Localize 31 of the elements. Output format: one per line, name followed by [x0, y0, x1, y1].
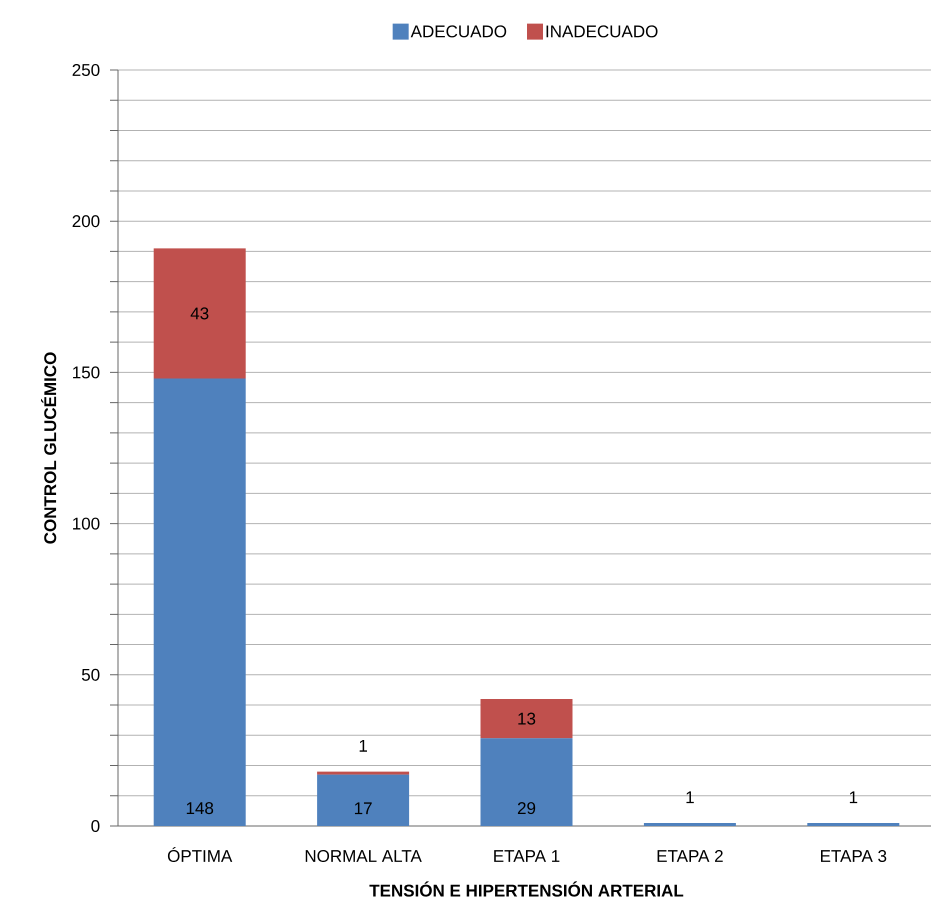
x-tick-label: NORMAL ALTA — [306, 850, 422, 862]
x-tick-label: ÓPTIMA — [168, 847, 232, 862]
data-label: 1 — [850, 791, 858, 804]
data-label: 17 — [354, 802, 372, 814]
data-label: 13 — [518, 712, 536, 725]
bar — [480, 698, 573, 738]
x-tick-label: ETAPA 3 — [821, 850, 886, 862]
y-axis-title: CONTROL GLUCÉMICO — [41, 352, 56, 544]
bar — [154, 378, 246, 826]
data-label: 1 — [360, 740, 367, 752]
y-tick-label: 100 — [73, 518, 100, 530]
data-label: 43 — [190, 307, 208, 320]
data-label: 1 — [686, 791, 694, 804]
bar — [480, 738, 573, 826]
legend-label: INADECUADO — [546, 25, 658, 38]
y-tick-label: 50 — [82, 668, 100, 681]
y-tick-label: 150 — [73, 366, 100, 378]
bar — [807, 822, 900, 826]
bar — [317, 774, 410, 826]
data-label: 29 — [518, 802, 536, 814]
data-label: 148 — [186, 802, 214, 814]
bar — [644, 822, 736, 826]
bar — [317, 772, 410, 775]
y-tick-label: 0 — [91, 820, 100, 832]
legend-label: ADECUADO — [410, 25, 506, 38]
x-tick-label: ETAPA 1 — [494, 850, 560, 862]
bar — [154, 248, 246, 378]
x-axis-title: TENSIÓN E HIPERTENSIÓN ARTERIAL — [369, 881, 684, 897]
y-tick-label: 250 — [72, 64, 100, 76]
y-tick-label: 200 — [72, 215, 100, 228]
x-tick-label: ETAPA 2 — [658, 850, 723, 862]
